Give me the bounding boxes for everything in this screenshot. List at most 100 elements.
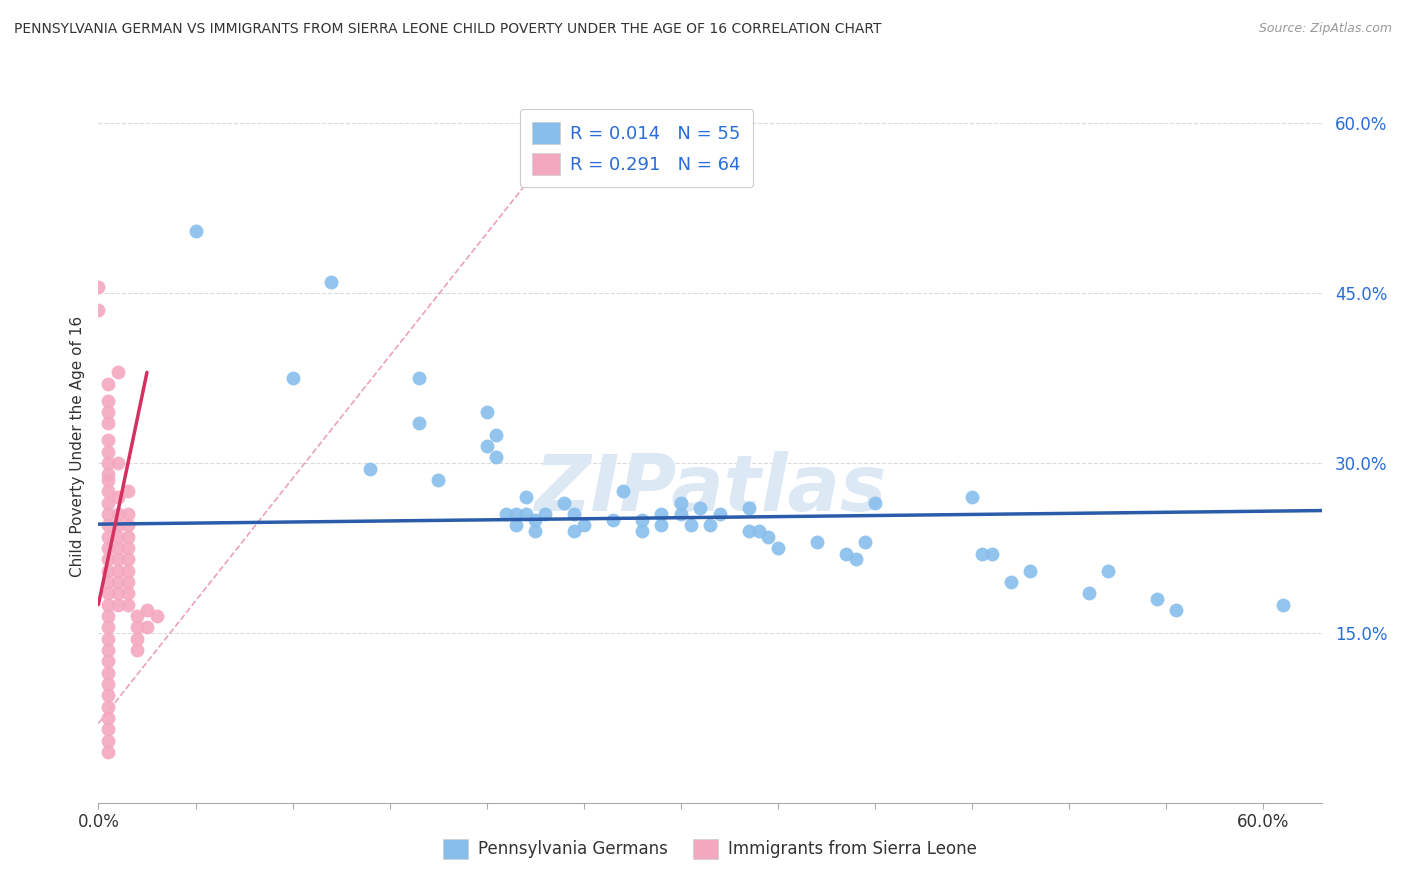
- Point: [1271, 598, 1294, 612]
- Point: [97, 405, 120, 419]
- Point: [281, 371, 304, 385]
- Point: [107, 530, 129, 544]
- Point: [117, 518, 139, 533]
- Point: [127, 620, 149, 634]
- Point: [107, 552, 129, 566]
- Point: [97, 733, 120, 747]
- Point: [515, 490, 537, 504]
- Point: [184, 224, 207, 238]
- Point: [679, 518, 702, 533]
- Point: [359, 461, 381, 475]
- Point: [669, 495, 692, 509]
- Point: [97, 586, 120, 600]
- Point: [97, 677, 120, 691]
- Point: [553, 495, 575, 509]
- Point: [806, 535, 828, 549]
- Point: [631, 524, 654, 538]
- Point: [475, 405, 498, 419]
- Point: [1164, 603, 1187, 617]
- Point: [97, 434, 120, 448]
- Point: [87, 303, 110, 318]
- Point: [408, 417, 430, 431]
- Point: [505, 518, 527, 533]
- Text: ZIPatlas: ZIPatlas: [534, 450, 886, 527]
- Point: [748, 524, 770, 538]
- Point: [97, 518, 120, 533]
- Point: [699, 518, 721, 533]
- Point: [524, 513, 547, 527]
- Point: [97, 608, 120, 623]
- Point: [970, 547, 993, 561]
- Point: [97, 552, 120, 566]
- Point: [572, 518, 595, 533]
- Point: [97, 699, 120, 714]
- Point: [485, 427, 508, 442]
- Point: [97, 417, 120, 431]
- Point: [602, 513, 624, 527]
- Point: [980, 547, 1002, 561]
- Point: [562, 507, 585, 521]
- Point: [97, 722, 120, 736]
- Point: [863, 495, 886, 509]
- Point: [515, 507, 537, 521]
- Point: [766, 541, 789, 555]
- Point: [97, 711, 120, 725]
- Point: [97, 598, 120, 612]
- Point: [97, 632, 120, 646]
- Point: [117, 564, 139, 578]
- Point: [495, 507, 517, 521]
- Point: [97, 574, 120, 589]
- Point: [127, 643, 149, 657]
- Point: [117, 552, 139, 566]
- Point: [97, 393, 120, 408]
- Point: [127, 632, 149, 646]
- Point: [1097, 564, 1119, 578]
- Point: [97, 530, 120, 544]
- Point: [631, 513, 654, 527]
- Point: [107, 518, 129, 533]
- Point: [485, 450, 508, 465]
- Point: [97, 484, 120, 499]
- Point: [107, 490, 129, 504]
- Point: [97, 473, 120, 487]
- Point: [145, 608, 167, 623]
- Point: [562, 524, 585, 538]
- Point: [835, 547, 858, 561]
- Point: [107, 598, 129, 612]
- Point: [117, 598, 139, 612]
- Text: PENNSYLVANIA GERMAN VS IMMIGRANTS FROM SIERRA LEONE CHILD POVERTY UNDER THE AGE : PENNSYLVANIA GERMAN VS IMMIGRANTS FROM S…: [14, 22, 882, 37]
- Point: [97, 541, 120, 555]
- Point: [97, 456, 120, 470]
- Point: [97, 376, 120, 391]
- Point: [738, 524, 761, 538]
- Point: [960, 490, 983, 504]
- Point: [117, 530, 139, 544]
- Point: [107, 365, 129, 379]
- Point: [1146, 591, 1168, 606]
- Point: [97, 444, 120, 458]
- Point: [136, 603, 159, 617]
- Point: [107, 574, 129, 589]
- Point: [107, 564, 129, 578]
- Point: [689, 501, 711, 516]
- Point: [408, 371, 430, 385]
- Point: [117, 507, 139, 521]
- Point: [87, 280, 110, 294]
- Legend: Pennsylvania Germans, Immigrants from Sierra Leone: Pennsylvania Germans, Immigrants from Si…: [436, 832, 984, 866]
- Point: [97, 643, 120, 657]
- Point: [97, 467, 120, 482]
- Point: [1000, 574, 1022, 589]
- Point: [650, 507, 672, 521]
- Point: [756, 530, 779, 544]
- Point: [524, 524, 547, 538]
- Point: [107, 586, 129, 600]
- Point: [107, 507, 129, 521]
- Point: [845, 552, 868, 566]
- Point: [97, 507, 120, 521]
- Point: [505, 507, 527, 521]
- Point: [97, 745, 120, 759]
- Point: [127, 608, 149, 623]
- Point: [107, 541, 129, 555]
- Point: [321, 275, 343, 289]
- Point: [709, 507, 731, 521]
